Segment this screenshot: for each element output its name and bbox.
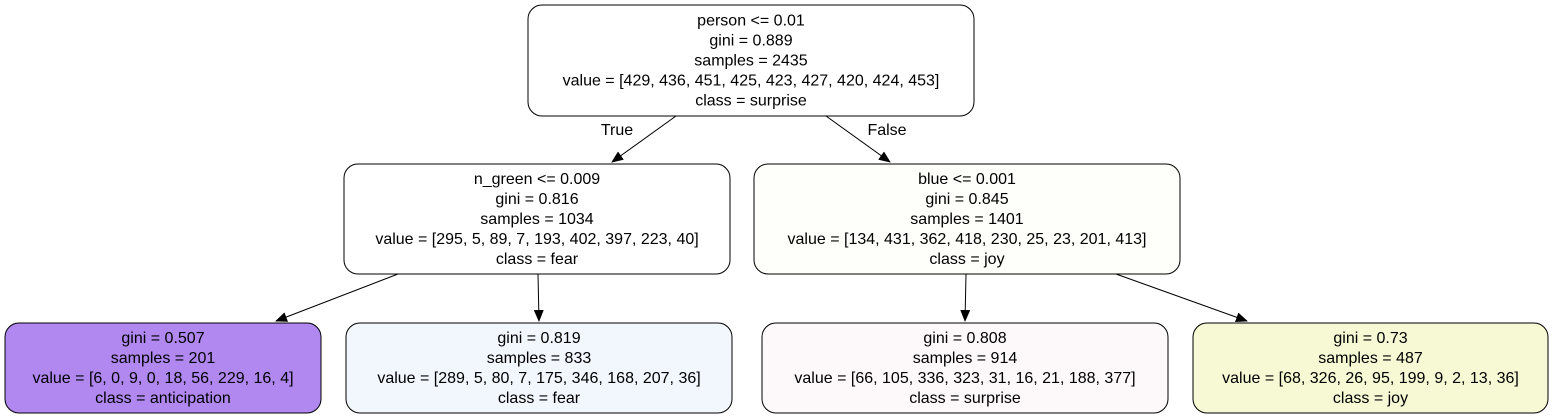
tree-node-rl: gini = 0.808 samples = 914 value = [66, 10… bbox=[761, 322, 1169, 414]
tree-node-left: n_green <= 0.009 gini = 0.816 samples = 10… bbox=[343, 163, 731, 275]
node-text-line: value = [66, 105, 336, 323, 31, 16, 21, … bbox=[794, 370, 1135, 387]
node-text-line: class = fear bbox=[496, 251, 579, 268]
node-text-line: value = [6, 0, 9, 0, 18, 56, 229, 16, 4] bbox=[32, 370, 293, 387]
node-text-line: class = surprise bbox=[909, 390, 1021, 407]
node-text-line: value = [295, 5, 89, 7, 193, 402, 397, 2… bbox=[375, 231, 698, 248]
node-text-line: blue <= 0.001 bbox=[918, 171, 1016, 188]
node-text-line: class = joy bbox=[929, 251, 1004, 268]
node-text-line: value = [68, 326, 26, 95, 199, 9, 2, 13,… bbox=[1222, 370, 1519, 387]
node-text-line: gini = 0.889 bbox=[709, 33, 792, 50]
tree-node-ll: gini = 0.507 samples = 201 value = [6, 0, … bbox=[4, 322, 322, 414]
node-text-line: class = anticipation bbox=[95, 390, 231, 407]
nodes-layer: person <= 0.01 gini = 0.889 samples = 2435… bbox=[4, 4, 1549, 414]
node-text-line: samples = 487 bbox=[1318, 350, 1423, 367]
node-text-line: samples = 1401 bbox=[910, 211, 1024, 228]
node-text-line: value = [429, 436, 451, 425, 423, 427, 4… bbox=[563, 73, 940, 90]
node-box bbox=[1192, 322, 1549, 414]
node-text-line: samples = 1034 bbox=[480, 211, 594, 228]
node-text-line: gini = 0.819 bbox=[497, 330, 580, 347]
node-text-line: samples = 833 bbox=[487, 350, 592, 367]
node-text-line: value = [289, 5, 80, 7, 175, 346, 168, 2… bbox=[377, 370, 700, 387]
node-box bbox=[4, 322, 322, 414]
node-box bbox=[345, 322, 733, 414]
node-text-line: class = joy bbox=[1333, 390, 1408, 407]
tree-node-rr: gini = 0.73 samples = 487 value = [68, 326… bbox=[1192, 322, 1549, 414]
node-text-line: gini = 0.816 bbox=[495, 191, 578, 208]
node-text-line: person <= 0.01 bbox=[697, 13, 805, 30]
edge-left-to-lr bbox=[533, 273, 544, 322]
node-text-line: gini = 0.73 bbox=[1333, 330, 1407, 347]
edge-left-to-ll bbox=[275, 273, 399, 322]
node-text-line: value = [134, 431, 362, 418, 230, 25, 23… bbox=[788, 231, 1147, 248]
node-box bbox=[761, 322, 1169, 414]
node-text-line: gini = 0.808 bbox=[923, 330, 1006, 347]
edge-label-true: True bbox=[601, 122, 633, 139]
node-box bbox=[527, 4, 975, 117]
edge-label-false: False bbox=[867, 122, 906, 139]
edge-right-to-rr bbox=[1115, 273, 1248, 322]
node-box bbox=[343, 163, 731, 275]
edge-root-to-left bbox=[611, 115, 677, 163]
edge-right-to-rl bbox=[960, 273, 971, 322]
node-box bbox=[753, 163, 1181, 275]
tree-node-lr: gini = 0.819 samples = 833 value = [289, 5… bbox=[345, 322, 733, 414]
node-text-line: class = surprise bbox=[695, 93, 807, 110]
node-text-line: class = fear bbox=[498, 390, 581, 407]
node-text-line: n_green <= 0.009 bbox=[474, 171, 600, 188]
edges-layer: True False bbox=[275, 115, 1248, 322]
tree-node-root: person <= 0.01 gini = 0.889 samples = 2435… bbox=[527, 4, 975, 117]
edge-root-to-right bbox=[825, 115, 891, 163]
node-text-line: samples = 914 bbox=[913, 350, 1018, 367]
node-text-line: samples = 201 bbox=[111, 350, 216, 367]
tree-node-right: blue <= 0.001 gini = 0.845 samples = 1401 v… bbox=[753, 163, 1181, 275]
node-text-line: gini = 0.507 bbox=[121, 330, 204, 347]
node-text-line: samples = 2435 bbox=[694, 53, 808, 70]
node-text-line: gini = 0.845 bbox=[925, 191, 1008, 208]
